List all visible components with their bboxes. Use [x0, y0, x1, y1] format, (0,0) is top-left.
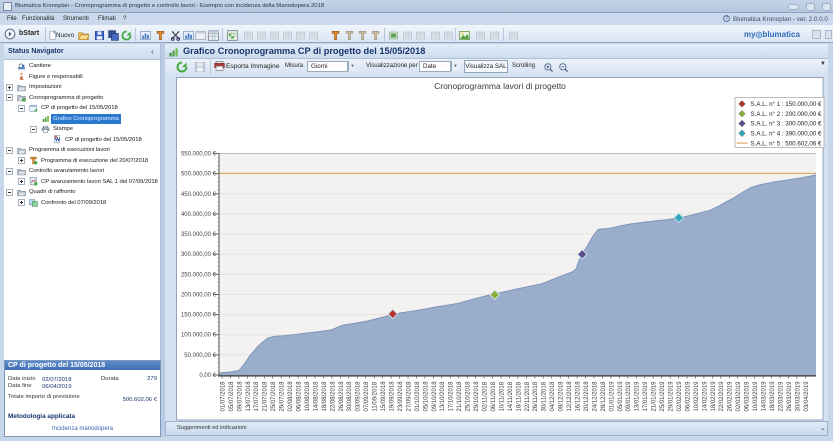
svg-text:05/10/2018: 05/10/2018 [423, 381, 429, 412]
svg-text:06/08/2018: 06/08/2018 [297, 381, 303, 412]
svg-text:16/12/2018: 16/12/2018 [576, 381, 582, 412]
svg-text:22/08/2018: 22/08/2018 [330, 381, 336, 412]
svg-text:30/08/2018: 30/08/2018 [347, 381, 353, 412]
svg-text:26/02/2019: 26/02/2019 [728, 381, 734, 412]
svg-text:13/07/2018: 13/07/2018 [246, 381, 252, 412]
svg-text:0,00 €: 0,00 € [199, 373, 216, 379]
svg-text:12/12/2018: 12/12/2018 [567, 381, 573, 412]
svg-text:04/12/2018: 04/12/2018 [550, 381, 556, 412]
svg-text:450.000,00 €: 450.000,00 € [181, 192, 217, 198]
svg-text:03/09/2018: 03/09/2018 [356, 381, 362, 412]
svg-text:13/10/2018: 13/10/2018 [440, 381, 446, 412]
svg-text:02/03/2019: 02/03/2019 [736, 381, 742, 412]
svg-text:11/09/2018: 11/09/2018 [373, 381, 379, 411]
svg-text:25/01/2019: 25/01/2019 [660, 381, 666, 412]
svg-text:09/01/2019: 09/01/2019 [626, 381, 632, 412]
svg-text:05/01/2019: 05/01/2019 [618, 381, 624, 412]
svg-text:30/11/2018: 30/11/2018 [542, 381, 548, 411]
svg-text:21/10/2018: 21/10/2018 [457, 381, 463, 412]
svg-text:26/08/2018: 26/08/2018 [339, 381, 345, 412]
svg-text:20/12/2018: 20/12/2018 [584, 381, 590, 412]
svg-text:08/12/2018: 08/12/2018 [559, 381, 565, 412]
svg-text:19/09/2018: 19/09/2018 [390, 381, 396, 412]
svg-text:550.000,00 €: 550.000,00 € [181, 152, 217, 158]
svg-text:21/01/2019: 21/01/2019 [652, 381, 658, 412]
svg-text:01/01/2019: 01/01/2019 [609, 381, 615, 412]
svg-text:05/07/2018: 05/07/2018 [229, 381, 235, 412]
svg-text:01/07/2018: 01/07/2018 [220, 381, 226, 412]
svg-text:14/03/2019: 14/03/2019 [762, 381, 768, 412]
svg-text:18/08/2018: 18/08/2018 [322, 381, 328, 412]
svg-text:100.000,00 €: 100.000,00 € [181, 333, 217, 339]
svg-text:02/08/2018: 02/08/2018 [288, 381, 294, 412]
svg-text:14/08/2018: 14/08/2018 [313, 381, 319, 412]
svg-text:22/11/2018: 22/11/2018 [525, 381, 531, 411]
svg-text:S.A.L. n° 3 : 300.000,00 €: S.A.L. n° 3 : 300.000,00 € [751, 121, 822, 128]
svg-text:10/11/2018: 10/11/2018 [499, 381, 505, 411]
svg-text:26/03/2019: 26/03/2019 [787, 381, 793, 412]
svg-text:17/01/2019: 17/01/2019 [643, 381, 649, 412]
svg-text:500.000,00 €: 500.000,00 € [181, 172, 217, 178]
svg-text:09/10/2018: 09/10/2018 [432, 381, 438, 412]
svg-text:29/01/2019: 29/01/2019 [669, 381, 675, 412]
svg-text:30/03/2019: 30/03/2019 [795, 381, 801, 412]
svg-text:13/01/2019: 13/01/2019 [635, 381, 641, 412]
svg-text:150.000,00 €: 150.000,00 € [181, 313, 217, 319]
svg-text:S.A.L. n° 5 : 500.602,06 €: S.A.L. n° 5 : 500.602,06 € [751, 140, 822, 147]
svg-text:10/08/2018: 10/08/2018 [305, 381, 311, 412]
svg-text:300.000,00 €: 300.000,00 € [181, 252, 217, 258]
svg-text:07/09/2018: 07/09/2018 [364, 381, 370, 412]
svg-text:02/11/2018: 02/11/2018 [483, 381, 489, 411]
svg-text:21/07/2018: 21/07/2018 [263, 381, 269, 412]
svg-text:250.000,00 €: 250.000,00 € [181, 272, 217, 278]
svg-text:17/07/2018: 17/07/2018 [254, 381, 260, 412]
svg-text:29/07/2018: 29/07/2018 [280, 381, 286, 412]
svg-text:Cronoprogramma lavori di proge: Cronoprogramma lavori di progetto [434, 81, 566, 91]
svg-text:200.000,00 €: 200.000,00 € [181, 293, 217, 299]
svg-text:14/11/2018: 14/11/2018 [508, 381, 514, 411]
svg-text:22/02/2019: 22/02/2019 [719, 381, 725, 412]
svg-text:400.000,00 €: 400.000,00 € [181, 212, 217, 218]
svg-text:17/10/2018: 17/10/2018 [449, 381, 455, 412]
svg-text:18/03/2019: 18/03/2019 [770, 381, 776, 412]
svg-text:06/02/2019: 06/02/2019 [685, 381, 691, 412]
svg-text:02/02/2019: 02/02/2019 [677, 381, 683, 412]
svg-text:24/12/2018: 24/12/2018 [592, 381, 598, 412]
svg-text:25/10/2018: 25/10/2018 [466, 381, 472, 412]
svg-text:15/09/2018: 15/09/2018 [381, 381, 387, 412]
svg-text:23/09/2018: 23/09/2018 [398, 381, 404, 412]
svg-text:27/09/2018: 27/09/2018 [406, 381, 412, 412]
svg-text:22/03/2019: 22/03/2019 [778, 381, 784, 412]
svg-text:09/07/2018: 09/07/2018 [237, 381, 243, 412]
svg-text:26/11/2018: 26/11/2018 [533, 381, 539, 411]
svg-text:10/02/2019: 10/02/2019 [694, 381, 700, 412]
svg-text:S.A.L. n° 1 : 150.000,00 €: S.A.L. n° 1 : 150.000,00 € [751, 101, 822, 108]
svg-text:06/03/2019: 06/03/2019 [745, 381, 751, 412]
svg-text:18/11/2018: 18/11/2018 [516, 381, 522, 411]
svg-text:50.000,00 €: 50.000,00 € [184, 353, 216, 359]
svg-text:10/03/2019: 10/03/2019 [753, 381, 759, 412]
svg-text:28/12/2018: 28/12/2018 [601, 381, 607, 412]
svg-text:18/02/2019: 18/02/2019 [711, 381, 717, 412]
svg-text:350.000,00 €: 350.000,00 € [181, 232, 217, 238]
svg-text:29/10/2018: 29/10/2018 [474, 381, 480, 412]
svg-text:03/04/2019: 03/04/2019 [804, 381, 810, 412]
svg-text:14/02/2019: 14/02/2019 [702, 381, 708, 412]
svg-text:S.A.L. n° 2 : 200.000,00 €: S.A.L. n° 2 : 200.000,00 € [751, 111, 822, 118]
svg-text:06/11/2018: 06/11/2018 [491, 381, 497, 411]
svg-text:S.A.L. n° 4 : 390.000,00 €: S.A.L. n° 4 : 390.000,00 € [751, 131, 822, 138]
svg-text:01/10/2018: 01/10/2018 [415, 381, 421, 412]
svg-text:25/07/2018: 25/07/2018 [271, 381, 277, 412]
